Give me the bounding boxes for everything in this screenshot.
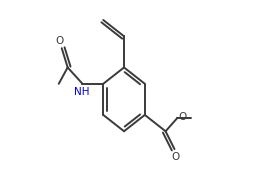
- Text: O: O: [178, 112, 186, 122]
- Text: NH: NH: [74, 88, 89, 98]
- Text: O: O: [172, 152, 180, 162]
- Text: O: O: [55, 36, 63, 46]
